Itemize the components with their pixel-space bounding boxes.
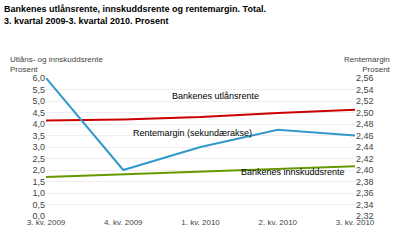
svg-text:4,5: 4,5 <box>32 108 45 118</box>
svg-text:5,0: 5,0 <box>32 96 45 106</box>
svg-text:2,52: 2,52 <box>356 96 374 106</box>
svg-text:2,46: 2,46 <box>356 131 374 141</box>
svg-text:1,5: 1,5 <box>32 177 45 187</box>
svg-text:4. kv. 2009: 4. kv. 2009 <box>104 218 143 227</box>
svg-text:2,32: 2,32 <box>356 211 374 221</box>
svg-text:1,0: 1,0 <box>32 188 45 198</box>
svg-text:Rentemargin (sekundærakse): Rentemargin (sekundærakse) <box>133 128 252 138</box>
svg-text:Bankenes innskuddsrente: Bankenes innskuddsrente <box>241 167 345 177</box>
svg-text:2,36: 2,36 <box>356 188 374 198</box>
svg-text:2,50: 2,50 <box>356 108 374 118</box>
svg-text:3. kv. 2010: 3. kv. 2010 <box>336 218 375 227</box>
svg-text:3,0: 3,0 <box>32 142 45 152</box>
svg-text:0,0: 0,0 <box>32 211 45 221</box>
svg-text:Bankenes utlånsrente, innskudd: Bankenes utlånsrente, innskuddsrente og … <box>4 4 266 26</box>
svg-text:RentemarginProsent: RentemarginProsent <box>344 55 391 74</box>
svg-text:1. kv. 2010: 1. kv. 2010 <box>181 218 220 227</box>
svg-text:4,0: 4,0 <box>32 119 45 129</box>
svg-text:2,5: 2,5 <box>32 154 45 164</box>
svg-text:2,34: 2,34 <box>356 200 374 210</box>
svg-text:2,38: 2,38 <box>356 177 374 187</box>
svg-text:3. kv. 2009: 3. kv. 2009 <box>27 218 66 227</box>
svg-text:2,0: 2,0 <box>32 165 45 175</box>
svg-text:2,54: 2,54 <box>356 85 374 95</box>
svg-text:2,56: 2,56 <box>356 73 374 83</box>
svg-text:2,40: 2,40 <box>356 165 374 175</box>
svg-text:2,44: 2,44 <box>356 142 374 152</box>
svg-text:0,5: 0,5 <box>32 200 45 210</box>
svg-text:6,0: 6,0 <box>32 73 45 83</box>
svg-text:2,42: 2,42 <box>356 154 374 164</box>
svg-text:Utlåns- og innskuddsrenteProse: Utlåns- og innskuddsrenteProsent <box>10 55 103 74</box>
svg-text:5,5: 5,5 <box>32 85 45 95</box>
svg-text:2,48: 2,48 <box>356 119 374 129</box>
svg-text:2. kv. 2010: 2. kv. 2010 <box>258 218 297 227</box>
svg-text:3,5: 3,5 <box>32 131 45 141</box>
svg-text:Bankenes utlånsrente: Bankenes utlånsrente <box>172 91 259 101</box>
